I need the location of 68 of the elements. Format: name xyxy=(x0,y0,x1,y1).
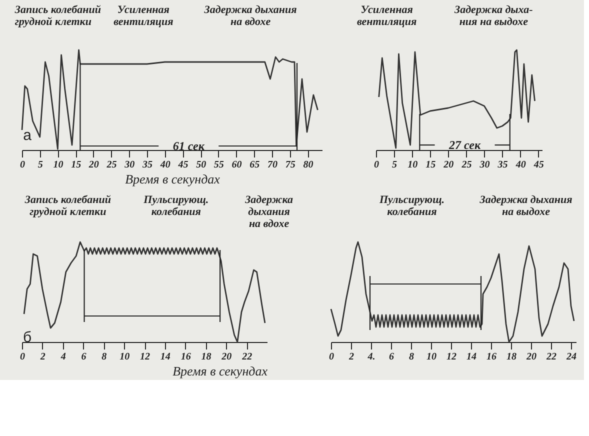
x-tick-label: 18 xyxy=(506,352,516,362)
x-tick-label: 20 xyxy=(220,352,232,362)
x-tick-label: 20 xyxy=(442,160,454,170)
x-tick-label: 15 xyxy=(71,160,82,170)
text: Задержка дыха- ния на выдохе xyxy=(453,4,534,28)
x-tick-label: 24 xyxy=(566,352,576,362)
x-tick-label: 45 xyxy=(177,160,188,170)
x-tick-label: 50 xyxy=(196,160,206,170)
x-tick-label: 70 xyxy=(268,160,278,170)
ref-line-label: 27 сек xyxy=(448,138,482,152)
text: Пульсирующ. колебания xyxy=(378,194,444,218)
x-tick-label: 8 xyxy=(102,352,107,362)
text: Запись колебаний грудной клетки xyxy=(24,194,111,218)
x-tick-label: 30 xyxy=(478,160,490,170)
annotation: а xyxy=(23,127,32,144)
x-tick-label: 10 xyxy=(426,352,436,362)
annotation: б xyxy=(23,329,32,346)
x-tick-label: 0 xyxy=(374,160,379,170)
x-tick-label: 6 xyxy=(81,352,86,362)
x-tick-label: 6 xyxy=(389,352,394,362)
x-tick-label: 16 xyxy=(486,352,496,362)
x-tick-label: 5 xyxy=(38,160,43,170)
x-tick-label: 2 xyxy=(39,352,46,362)
x-tick-label: 4. xyxy=(366,352,376,362)
x-tick-label: 55 xyxy=(214,160,224,170)
x-tick-label: 16 xyxy=(180,352,191,362)
x-tick-label: 35 xyxy=(496,160,508,170)
text: Запись колебаний грудной клетки xyxy=(14,4,101,28)
x-tick-label: 15 xyxy=(426,160,436,170)
x-tick-label: 8 xyxy=(409,352,414,362)
x-tick-label: 2 xyxy=(348,352,354,362)
x-tick-label: 75 xyxy=(285,160,296,170)
text: Пульсирующ. колебания xyxy=(142,194,209,218)
x-tick-label: 60 xyxy=(232,160,242,170)
x-tick-label: 14 xyxy=(160,352,170,362)
x-tick-label: 0 xyxy=(20,160,25,170)
x-tick-label: 10 xyxy=(120,352,130,362)
x-tick-label: 40 xyxy=(514,160,526,170)
x-tick-label: 10 xyxy=(408,160,418,170)
x-tick-label: 12 xyxy=(140,352,150,362)
x-tick-label: 22 xyxy=(546,352,556,362)
x-axis-title: Время в секундах xyxy=(172,364,268,378)
ref-line-label: 61 сек xyxy=(172,139,206,153)
x-tick-label: 0 xyxy=(20,352,25,362)
x-tick-label: 20 xyxy=(88,160,99,170)
x-tick-label: 25 xyxy=(460,160,472,170)
x-tick-label: 30 xyxy=(124,160,135,170)
text: Задержка дыхания на выдохе xyxy=(478,194,573,218)
x-tick-label: 14 xyxy=(466,352,476,362)
x-tick-label: 18 xyxy=(201,352,212,362)
x-tick-label: 35 xyxy=(142,160,152,170)
text: Усиленная вентиляция xyxy=(114,4,174,28)
text: Усиленная вентиляция xyxy=(356,4,417,28)
text: Задержка дыхания на вдохе xyxy=(203,4,298,28)
x-axis-title: Время в секундах xyxy=(125,172,220,186)
x-tick-label: 65 xyxy=(250,160,260,170)
x-tick-label: 5 xyxy=(392,160,398,170)
x-tick-label: 80 xyxy=(303,160,314,170)
x-tick-label: 22 xyxy=(241,352,252,362)
x-tick-label: 12 xyxy=(446,352,456,362)
x-tick-label: 4 xyxy=(60,352,66,362)
x-tick-label: 40 xyxy=(159,160,170,170)
x-tick-label: 10 xyxy=(53,160,64,170)
text: Задержка дыхания на вдохе xyxy=(244,194,294,230)
x-tick-label: 20 xyxy=(526,352,536,362)
x-tick-label: 0 xyxy=(329,352,334,362)
x-tick-label: 25 xyxy=(106,160,117,170)
x-tick-label: 45 xyxy=(532,160,544,170)
